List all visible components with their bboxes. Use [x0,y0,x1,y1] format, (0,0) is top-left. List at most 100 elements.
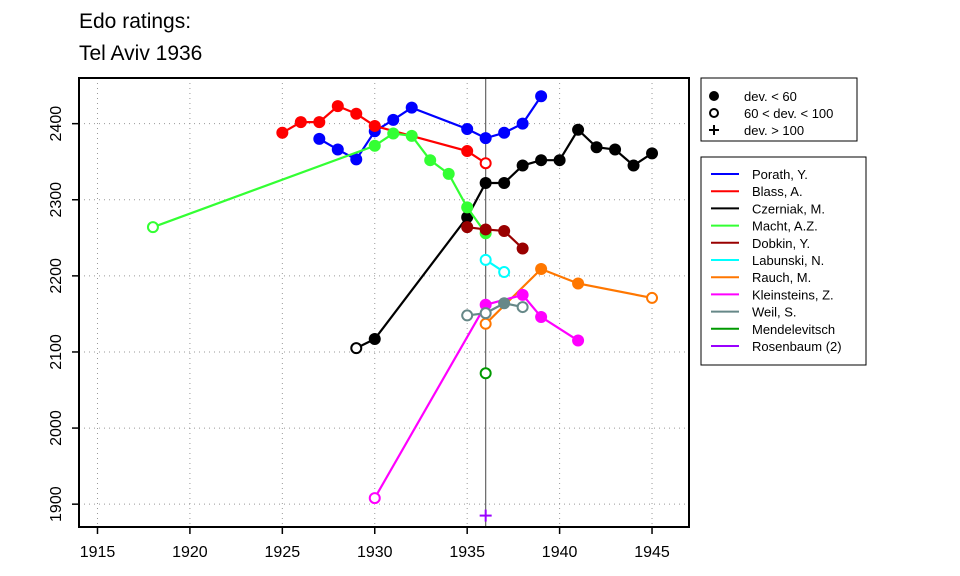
data-point-open [498,266,511,279]
data-point-filled [535,154,548,167]
data-point-open [646,291,659,304]
series-legend: Porath, Y. Blass, A. Czerniak, M. Macht, A.… [700,156,867,366]
plot-frame [78,77,690,528]
data-point-open [479,253,492,266]
series-0 [313,90,548,166]
data-point-filled [479,223,492,236]
marker-legend-box [700,77,858,142]
legend-label: Rosenbaum (2) [752,339,842,354]
series-line [467,226,524,250]
series-2 [350,123,659,355]
marker-legend-label: dev. < 60 [744,89,797,104]
x-tick-label: 1920 [172,544,208,561]
y-tick-label: 2200 [48,258,65,294]
series-line [355,128,653,350]
series-line [318,95,543,161]
data-point-filled [572,277,585,290]
chart-title-line-1: Edo ratings: [79,10,191,33]
legend-label: Porath, Y. [752,167,808,182]
data-point-filled [442,167,455,180]
data-point-open [709,108,719,118]
y-tick-label: 2400 [48,106,65,142]
data-point-open [461,309,474,322]
data-point-filled [498,297,511,310]
data-point-filled [709,91,719,101]
series-line [484,267,653,325]
data-point-filled [368,333,381,346]
data-point-plus [479,509,492,522]
x-tick-label: 1940 [542,544,578,561]
marker-legend-label: 60 < dev. < 100 [744,106,833,121]
data-point-open [146,221,159,234]
data-point-filled [387,127,400,140]
data-point-filled [331,143,344,156]
data-point-filled [646,147,659,160]
y-tick-label: 1900 [48,486,65,522]
data-point-plus [709,125,719,135]
data-point-filled [609,143,622,156]
data-point-filled [424,154,437,167]
legend-label: Macht, A.Z. [752,219,818,234]
data-point-open [368,492,381,505]
series-line [281,104,487,165]
series-7 [368,288,585,505]
data-point-filled [516,117,529,130]
legend-label: Kleinsteins, Z. [752,287,834,302]
data-point-filled [498,126,511,139]
series-line [467,302,523,317]
series-8 [461,297,529,322]
data-point-open [479,157,492,170]
data-point-open [516,301,529,314]
series-9 [479,367,492,380]
data-point-filled [553,154,566,167]
legend-label: Blass, A. [752,184,803,199]
data-point-filled [535,263,548,276]
data-point-filled [461,145,474,158]
series-5 [479,253,511,279]
legend-label: Mendelevitsch [752,322,835,337]
data-point-open [479,317,492,330]
data-point-filled [516,288,529,301]
x-tick-label: 1925 [265,544,301,561]
legend-label: Weil, S. [752,305,797,320]
legend-label: Dobkin, Y. [752,236,810,251]
data-point-filled [535,310,548,323]
x-tick-label: 1935 [449,544,485,561]
data-point-filled [313,116,326,129]
data-point-filled [368,139,381,152]
series-1 [276,100,492,170]
data-point-filled [516,242,529,255]
y-tick-label: 2100 [48,334,65,370]
data-point-filled [405,129,418,142]
data-point-filled [572,334,585,347]
data-point-filled [461,201,474,214]
x-tick-label: 1930 [357,544,393,561]
data-point-filled [627,159,640,172]
x-tick-label: 1945 [634,544,670,561]
series-4 [461,221,529,255]
data-point-filled [368,119,381,132]
data-point-filled [535,90,548,103]
axes: 1915 1920 1925 1930 1935 1940 1945 1900 2000 2100… [48,106,670,561]
y-tick-label: 2000 [48,410,65,446]
data-point-filled [479,298,492,311]
chart-title-line-2: Tel Aviv 1936 [79,42,202,65]
data-point-filled [276,126,289,139]
y-tick-label: 2300 [48,182,65,218]
x-tick-label: 1915 [80,544,116,561]
data-point-filled [498,177,511,190]
legend-label: Rauch, M. [752,270,811,285]
data-point-open [479,367,492,380]
data-point-filled [461,221,474,234]
data-point-filled [479,132,492,145]
data-point-filled [461,122,474,135]
legend-label: Czerniak, M. [752,201,825,216]
data-point-open [350,342,363,355]
data-point-filled [461,211,474,224]
data-point-filled [350,107,363,120]
marker-legend-label: dev. > 100 [744,123,804,138]
data-point-filled [498,224,511,237]
series-line [373,293,579,499]
data-point-filled [479,177,492,190]
